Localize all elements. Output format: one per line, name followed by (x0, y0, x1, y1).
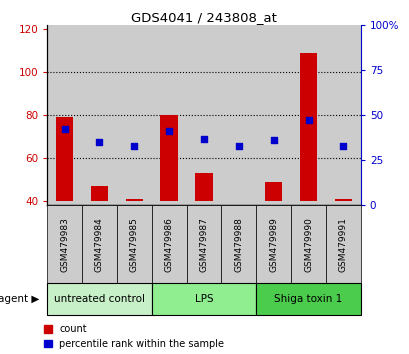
Point (235, 143, 242, 149)
Text: GSM479991: GSM479991 (338, 217, 347, 272)
Bar (195, 173, 212, 201)
Bar (47, 205, 82, 283)
Text: GSM479988: GSM479988 (234, 217, 243, 272)
Bar (82, 25, 117, 205)
Point (305, 118, 311, 123)
Text: GSM479987: GSM479987 (199, 217, 208, 272)
Bar (256, 25, 290, 205)
Point (96, 139, 103, 145)
Bar (47, 283, 151, 315)
Bar (256, 205, 290, 283)
Bar (117, 205, 151, 283)
Bar (90, 186, 108, 201)
Bar (290, 25, 325, 205)
Text: GSM479983: GSM479983 (60, 217, 69, 272)
Bar (186, 25, 221, 205)
Text: LPS: LPS (194, 294, 213, 304)
Point (131, 143, 137, 149)
Text: GSM479989: GSM479989 (269, 217, 277, 272)
Bar (264, 182, 282, 201)
Text: untreated control: untreated control (54, 294, 144, 304)
Bar (325, 25, 360, 205)
Bar (125, 199, 143, 201)
Bar (299, 53, 317, 201)
Bar (325, 205, 360, 283)
Point (339, 143, 346, 149)
Bar (151, 25, 186, 205)
Point (61, 127, 68, 132)
Bar (186, 205, 221, 283)
Text: GSM479984: GSM479984 (95, 217, 103, 272)
Text: Shiga toxin 1: Shiga toxin 1 (274, 294, 342, 304)
Bar (47, 25, 82, 205)
Bar (151, 283, 256, 315)
Bar (117, 25, 151, 205)
Bar (334, 199, 351, 201)
Bar (56, 117, 73, 201)
Text: GSM479990: GSM479990 (303, 217, 312, 272)
Text: GSM479986: GSM479986 (164, 217, 173, 272)
Bar (221, 25, 256, 205)
Bar (151, 205, 186, 283)
Bar (256, 283, 360, 315)
Point (200, 136, 207, 141)
Legend: count, percentile rank within the sample: count, percentile rank within the sample (44, 324, 224, 349)
Bar (221, 205, 256, 283)
Bar (290, 205, 325, 283)
Point (166, 129, 172, 134)
Bar (160, 115, 178, 201)
Text: GSM479985: GSM479985 (130, 217, 138, 272)
Bar (82, 205, 117, 283)
Title: GDS4041 / 243808_at: GDS4041 / 243808_at (131, 11, 276, 24)
Text: agent ▶: agent ▶ (0, 294, 39, 304)
Point (270, 137, 276, 143)
